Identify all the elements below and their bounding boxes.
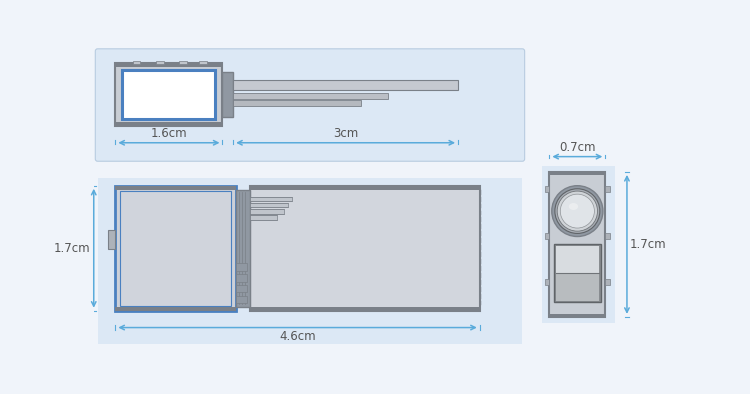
Bar [250,215,278,220]
Bar [236,190,250,307]
Text: 1.7cm: 1.7cm [54,242,91,255]
FancyBboxPatch shape [95,49,525,161]
Bar [108,230,116,249]
Circle shape [552,186,603,236]
Text: 4.6cm: 4.6cm [279,330,316,343]
Bar [250,209,284,214]
Bar [236,274,248,282]
Bar [116,186,236,310]
Circle shape [555,189,600,233]
Bar [116,63,223,126]
Bar [250,307,480,310]
Bar [544,279,550,285]
Bar [544,232,550,239]
Text: 1.6cm: 1.6cm [151,127,188,140]
Bar [179,61,187,64]
Bar [120,191,231,306]
Bar [223,72,233,117]
Ellipse shape [568,203,578,210]
Bar [133,61,140,64]
Text: 3cm: 3cm [333,127,358,140]
Bar [116,63,223,67]
Bar [605,232,610,239]
Bar [605,279,610,285]
Text: 0.7cm: 0.7cm [559,141,596,154]
Bar [605,186,610,193]
Bar [233,100,362,106]
Bar [116,186,236,190]
Bar [550,172,605,317]
Circle shape [560,194,595,228]
Bar [554,244,601,302]
Bar [233,93,388,99]
Bar [98,178,522,344]
Circle shape [557,191,598,231]
Bar [542,166,614,323]
Bar [250,186,480,310]
Bar [550,172,605,175]
Bar [236,263,248,271]
Bar [116,307,236,310]
Bar [156,61,164,64]
Bar [116,122,223,126]
Bar [250,203,288,207]
Bar [556,246,599,273]
Bar [200,61,207,64]
Bar [550,314,605,317]
Text: 1.7cm: 1.7cm [630,238,667,251]
Bar [236,285,248,292]
Bar [250,186,480,190]
Bar [556,273,599,301]
Bar [544,186,550,193]
Bar [233,80,458,90]
Bar [122,70,215,119]
Bar [236,296,248,303]
Bar [250,197,292,201]
